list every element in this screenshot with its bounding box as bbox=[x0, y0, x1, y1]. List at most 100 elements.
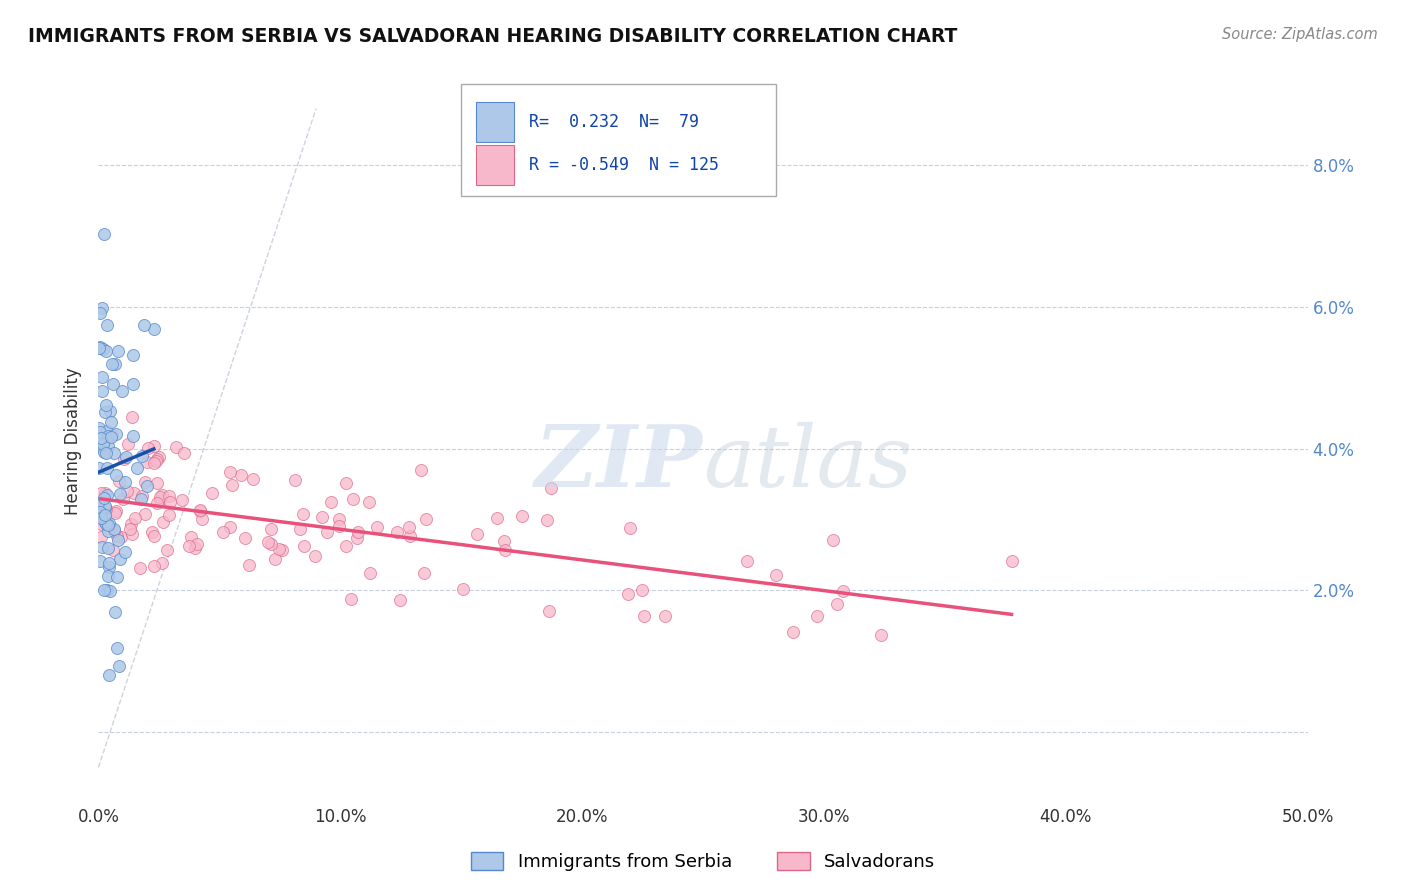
Point bbox=[104, 468, 127, 483]
Point bbox=[186, 537, 208, 551]
Point bbox=[97, 568, 120, 582]
Point bbox=[122, 429, 145, 443]
Point bbox=[103, 522, 125, 536]
Point bbox=[108, 551, 131, 566]
Point bbox=[359, 495, 381, 509]
Point bbox=[157, 489, 180, 503]
Point bbox=[200, 485, 222, 500]
Point bbox=[633, 609, 655, 624]
Point bbox=[136, 441, 159, 455]
Point bbox=[120, 523, 142, 537]
Point bbox=[97, 668, 120, 682]
Point bbox=[114, 450, 136, 464]
Point bbox=[172, 492, 194, 507]
Point bbox=[398, 520, 420, 534]
Point bbox=[284, 473, 307, 487]
Point bbox=[1000, 554, 1022, 568]
Point bbox=[267, 541, 290, 556]
Point bbox=[184, 541, 207, 556]
Point bbox=[100, 415, 122, 429]
Point bbox=[91, 301, 114, 316]
Point bbox=[93, 508, 115, 522]
Point bbox=[107, 343, 129, 358]
Point bbox=[90, 530, 112, 544]
Point bbox=[110, 487, 132, 501]
Point bbox=[415, 512, 437, 526]
Point bbox=[124, 510, 146, 524]
Y-axis label: Hearing Disability: Hearing Disability bbox=[65, 368, 83, 516]
Point bbox=[188, 503, 211, 517]
Point bbox=[96, 318, 118, 332]
Point bbox=[90, 486, 112, 500]
Point bbox=[191, 512, 214, 526]
Point bbox=[142, 322, 165, 336]
Point bbox=[121, 410, 143, 425]
Point bbox=[129, 561, 152, 575]
Point bbox=[96, 343, 118, 358]
Text: Source: ZipAtlas.com: Source: ZipAtlas.com bbox=[1222, 27, 1378, 42]
Point bbox=[97, 518, 120, 533]
Point bbox=[537, 604, 560, 618]
Point bbox=[188, 504, 211, 518]
Point bbox=[148, 450, 170, 465]
Point bbox=[165, 440, 187, 454]
Point bbox=[94, 516, 117, 530]
Point bbox=[492, 534, 515, 549]
Point bbox=[159, 495, 181, 509]
Point bbox=[157, 508, 180, 522]
Point bbox=[316, 525, 339, 540]
Point bbox=[782, 624, 804, 639]
Point bbox=[366, 520, 388, 534]
Point bbox=[451, 582, 474, 596]
Point bbox=[96, 446, 118, 460]
Point bbox=[290, 522, 312, 536]
Point bbox=[385, 524, 408, 539]
Point bbox=[103, 524, 125, 538]
Point bbox=[149, 493, 172, 508]
Point bbox=[93, 582, 115, 597]
Point bbox=[173, 445, 195, 459]
Point bbox=[121, 527, 143, 541]
Point bbox=[107, 475, 129, 489]
Point bbox=[97, 428, 120, 442]
Point bbox=[96, 461, 118, 475]
Point bbox=[105, 570, 128, 584]
Point bbox=[91, 437, 114, 451]
Point bbox=[134, 475, 156, 489]
Point bbox=[212, 525, 235, 540]
Point bbox=[152, 516, 174, 530]
Point bbox=[94, 501, 117, 516]
Point bbox=[117, 437, 139, 451]
Point bbox=[104, 504, 127, 518]
Point bbox=[105, 641, 128, 656]
Point bbox=[89, 505, 111, 519]
Point bbox=[510, 508, 533, 523]
Point bbox=[233, 532, 256, 546]
Point bbox=[150, 556, 173, 570]
Point bbox=[177, 539, 200, 553]
Point bbox=[90, 431, 112, 445]
Text: ZIP: ZIP bbox=[536, 421, 703, 505]
Point bbox=[218, 465, 240, 479]
Point bbox=[129, 492, 152, 507]
Point bbox=[136, 478, 159, 492]
Point bbox=[143, 529, 166, 543]
Point bbox=[319, 494, 342, 508]
Point bbox=[112, 452, 135, 467]
Point bbox=[90, 516, 112, 531]
Point bbox=[94, 500, 117, 514]
Point bbox=[494, 542, 516, 557]
Point bbox=[111, 492, 134, 507]
Point bbox=[97, 541, 120, 555]
Point bbox=[388, 592, 411, 607]
Point bbox=[257, 535, 280, 549]
Point bbox=[409, 463, 432, 477]
Point bbox=[91, 440, 114, 454]
Point bbox=[93, 445, 115, 459]
Point bbox=[536, 513, 558, 527]
Point bbox=[465, 526, 488, 541]
FancyBboxPatch shape bbox=[475, 102, 515, 142]
Point bbox=[264, 552, 287, 566]
Point bbox=[94, 398, 117, 412]
Point bbox=[142, 439, 165, 453]
